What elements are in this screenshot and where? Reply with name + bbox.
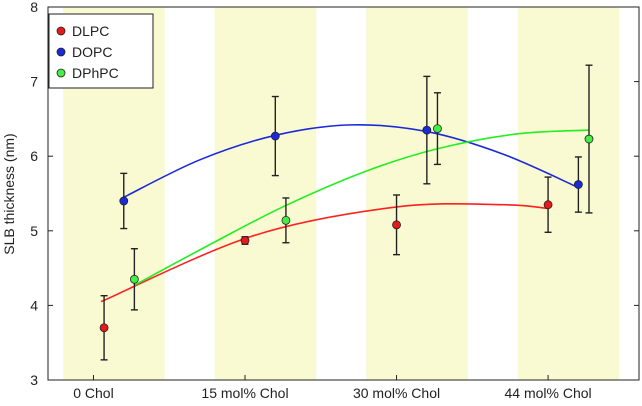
fit-curve-dlpc	[100, 202, 549, 303]
plot-area-frame	[47, 6, 640, 381]
x-tick-label: 15 mol% Chol	[201, 385, 288, 401]
legend-marker-dlpc	[56, 26, 66, 36]
y-tick-label: 8	[30, 0, 38, 15]
data-point-dlpc	[392, 220, 401, 230]
x-axis-ticks: 0 Chol 15 mol% Chol 30 mol% Chol 44 mol% Ch…	[73, 375, 592, 401]
fit-curve-dphpc	[133, 129, 590, 286]
legend-label-dlpc: DLPC	[72, 23, 109, 39]
y-tick-label: 5	[30, 223, 38, 239]
data-point-dphpc	[433, 124, 442, 133]
category-band-1	[214, 7, 317, 380]
y-tick-label: 4	[30, 297, 38, 313]
y-tick-label: 3	[30, 372, 38, 388]
category-band-2	[366, 7, 468, 380]
legend-label-dphpc: DPhPC	[72, 65, 119, 81]
legend-marker-dphpc	[56, 68, 66, 78]
data-point-dopc	[573, 180, 583, 189]
x-tick-label: 0 Chol	[73, 385, 113, 401]
legend-box	[48, 13, 154, 89]
category-band-3	[517, 7, 620, 380]
data-points	[99, 124, 594, 333]
data-point-dopc	[270, 131, 280, 141]
y-tick-label: 6	[30, 148, 38, 164]
y-tick-label: 7	[30, 74, 38, 90]
fit-curve-dopc	[123, 123, 579, 198]
data-point-dphpc	[129, 274, 139, 284]
legend-marker-dopc	[56, 47, 66, 57]
data-point-dlpc	[240, 236, 250, 245]
x-tick-label: 30 mol% Chol	[353, 385, 440, 401]
data-point-dphpc	[281, 215, 291, 225]
data-point-dlpc	[99, 323, 109, 333]
fit-curves	[100, 123, 590, 303]
y-axis-ticks: 3 4 5 6 7 8	[30, 0, 639, 388]
data-point-dopc	[422, 125, 432, 135]
data-point-dopc	[119, 196, 129, 206]
x-tick-label: 44 mol% Chol	[504, 385, 591, 401]
legend: DLPC DOPC DPhPC	[48, 13, 154, 89]
data-point-dphpc	[584, 134, 594, 144]
y-axis-label: SLB thickness (nm)	[1, 133, 17, 254]
legend-label-dopc: DOPC	[72, 44, 112, 60]
data-point-dlpc	[543, 200, 553, 210]
